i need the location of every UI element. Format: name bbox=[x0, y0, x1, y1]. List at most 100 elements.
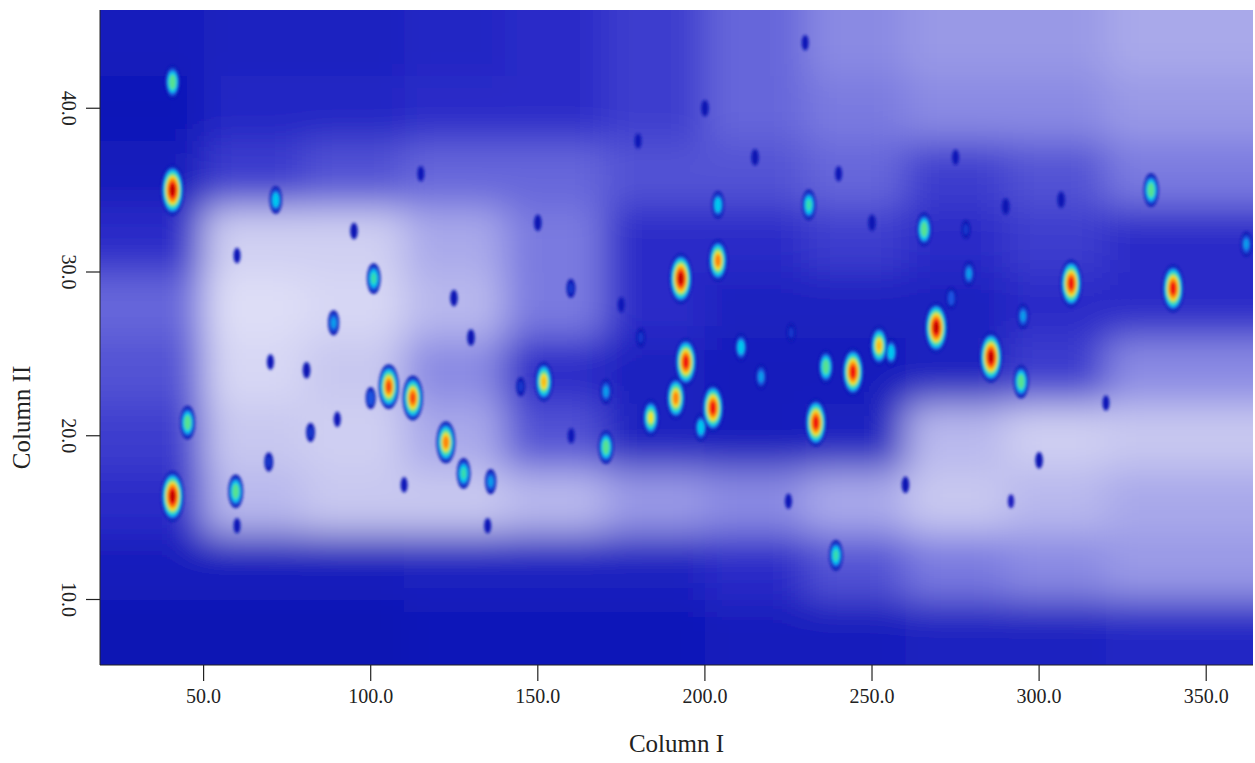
background-cell bbox=[705, 534, 806, 600]
peak bbox=[436, 421, 455, 463]
peak-contour bbox=[669, 253, 692, 304]
peak bbox=[334, 412, 341, 428]
peak-contour bbox=[600, 379, 611, 404]
peak bbox=[328, 310, 339, 335]
peak-contour bbox=[404, 378, 422, 418]
peak-contour bbox=[303, 362, 311, 379]
peak bbox=[870, 326, 888, 365]
peak-contour bbox=[566, 279, 575, 298]
peak bbox=[1060, 260, 1082, 308]
peak-contour bbox=[1242, 235, 1250, 253]
y-tick bbox=[86, 108, 100, 109]
peak-contour bbox=[417, 166, 424, 182]
peak-contour bbox=[601, 436, 611, 458]
peak-contour bbox=[644, 402, 658, 433]
peak-contour bbox=[680, 349, 692, 375]
peak-contour bbox=[306, 423, 315, 442]
peak-contour bbox=[934, 322, 939, 333]
peak-contour bbox=[929, 313, 942, 342]
peak bbox=[269, 186, 282, 214]
peak-contour bbox=[1016, 371, 1026, 393]
background-cell bbox=[100, 272, 204, 338]
peak-contour bbox=[167, 178, 178, 202]
background-cell bbox=[705, 469, 806, 535]
peak-contour bbox=[835, 166, 842, 182]
peak-contour bbox=[516, 377, 525, 396]
peak-contour bbox=[984, 342, 997, 371]
peak-contour bbox=[636, 328, 645, 347]
peak bbox=[702, 384, 724, 432]
background-cell bbox=[1106, 141, 1253, 207]
peak bbox=[755, 364, 766, 389]
peak-contour bbox=[988, 352, 993, 363]
peak-contour bbox=[384, 375, 394, 398]
peak bbox=[1035, 452, 1043, 469]
peak bbox=[917, 213, 932, 247]
peak-contour bbox=[868, 215, 876, 232]
background-cell bbox=[905, 76, 1006, 142]
x-tick bbox=[370, 665, 371, 681]
background-cell bbox=[805, 469, 906, 535]
peak-contour bbox=[902, 477, 910, 494]
peak-contour bbox=[676, 341, 695, 384]
background-cell bbox=[905, 469, 1006, 535]
peak bbox=[367, 263, 381, 294]
background-cell bbox=[304, 207, 405, 273]
background-cell bbox=[705, 10, 806, 76]
peak-contour bbox=[233, 518, 240, 534]
background-cell bbox=[805, 207, 906, 273]
background-cell bbox=[504, 600, 605, 666]
peak-contour bbox=[542, 377, 546, 386]
background-cell bbox=[605, 534, 706, 600]
peak-contour bbox=[848, 362, 857, 382]
peak-contour bbox=[161, 471, 184, 522]
peak-contour bbox=[267, 354, 274, 370]
peak-contour bbox=[870, 326, 888, 365]
peak bbox=[366, 387, 376, 409]
peak-contour bbox=[163, 476, 181, 516]
peak-contour bbox=[406, 384, 419, 413]
x-axis-line bbox=[100, 665, 1253, 666]
peak bbox=[1143, 173, 1158, 207]
peak-contour bbox=[436, 421, 455, 463]
background-cell bbox=[404, 207, 505, 273]
peak-contour bbox=[673, 261, 689, 296]
background-cell bbox=[404, 272, 505, 338]
peak-contour bbox=[1015, 368, 1028, 396]
background-cell bbox=[100, 469, 204, 535]
peak-contour bbox=[648, 412, 653, 424]
peak-contour bbox=[485, 469, 496, 494]
peak-contour bbox=[161, 165, 184, 216]
peak bbox=[450, 290, 458, 307]
peak-contour bbox=[832, 546, 840, 564]
peak-contour bbox=[233, 248, 240, 264]
peak-contour bbox=[803, 192, 814, 217]
peak-contour bbox=[1008, 494, 1014, 508]
background-cell bbox=[1006, 403, 1107, 469]
background-cell bbox=[905, 600, 1006, 666]
peak-contour bbox=[170, 185, 175, 196]
peak-contour bbox=[712, 191, 725, 219]
background-cell bbox=[204, 141, 305, 207]
background-cell bbox=[204, 10, 305, 76]
peak-contour bbox=[308, 427, 313, 438]
peak-contour bbox=[1021, 311, 1026, 322]
background-cell bbox=[1006, 76, 1107, 142]
background-cell bbox=[605, 403, 706, 469]
peak-contour bbox=[755, 364, 766, 389]
x-tick bbox=[1039, 665, 1040, 681]
y-tick bbox=[86, 271, 100, 272]
peak bbox=[180, 406, 195, 440]
peak-contour bbox=[163, 170, 181, 210]
x-tick-label: 250.0 bbox=[850, 685, 895, 707]
peak bbox=[735, 333, 748, 361]
peak-contour bbox=[603, 440, 610, 455]
background-cell bbox=[504, 76, 605, 142]
peak-contour bbox=[266, 456, 271, 467]
background-cell bbox=[304, 534, 405, 600]
background-cell bbox=[1006, 207, 1107, 273]
peak-contour bbox=[751, 149, 759, 166]
peak-contour bbox=[1064, 268, 1078, 300]
peak-contour bbox=[952, 150, 959, 166]
peak-contour bbox=[264, 452, 273, 471]
